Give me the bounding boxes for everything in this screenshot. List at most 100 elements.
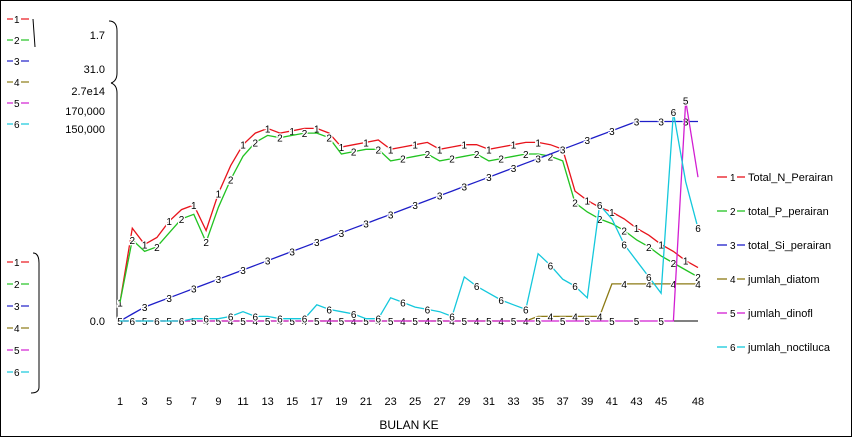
- key-marker-label: 5: [14, 346, 20, 357]
- data-point-marker: 6: [523, 305, 529, 316]
- data-point-marker: 1: [240, 141, 246, 152]
- data-point-marker: 5: [216, 317, 222, 328]
- data-point-marker: 5: [462, 317, 468, 328]
- data-point-marker: 6: [548, 261, 554, 272]
- data-point-marker: 6: [597, 201, 603, 212]
- x-tick-label: 41: [606, 396, 618, 408]
- data-point-marker: 2: [203, 238, 209, 249]
- data-point-marker: 2: [179, 215, 185, 226]
- data-point-marker: 4: [425, 317, 431, 328]
- x-tick-label: 23: [384, 396, 396, 408]
- data-point-marker: 2: [277, 134, 283, 145]
- data-point-marker: 4: [548, 312, 554, 323]
- data-point-marker: 5: [511, 317, 517, 328]
- data-point-marker: 4: [572, 312, 578, 323]
- data-point-marker: 6: [203, 315, 209, 326]
- data-point-marker: 6: [646, 273, 652, 284]
- data-point-marker: 1: [535, 138, 541, 149]
- data-point-marker: 3: [289, 247, 295, 258]
- data-point-marker: 5: [412, 317, 418, 328]
- x-tick-label: 27: [434, 396, 446, 408]
- legend-entry: total_P_perairan: [748, 206, 829, 218]
- data-point-marker: 1: [363, 138, 369, 149]
- x-tick-label: 7: [191, 396, 197, 408]
- x-tick-label: 35: [532, 396, 544, 408]
- series-line: [119, 120, 698, 322]
- data-point-marker: 3: [560, 145, 566, 156]
- data-point-marker: 1: [511, 141, 517, 152]
- data-point-marker: 1: [486, 145, 492, 156]
- data-point-marker: 1: [560, 145, 566, 156]
- x-tick-label: 17: [311, 396, 323, 408]
- data-point-marker: 1: [437, 145, 443, 156]
- data-point-marker: 2: [351, 148, 357, 159]
- data-point-marker: 2: [621, 227, 627, 238]
- legend-marker: 3: [730, 241, 736, 252]
- legend-entry: jumlah_diatom: [747, 274, 820, 286]
- data-point-marker: 2: [597, 215, 603, 226]
- data-point-marker: 3: [265, 257, 271, 268]
- x-tick-label: 5: [166, 396, 172, 408]
- data-point-marker: 1: [166, 217, 172, 228]
- data-point-marker: 4: [376, 317, 382, 328]
- data-point-marker: 1: [289, 127, 295, 138]
- data-point-marker: 6: [326, 305, 332, 316]
- data-point-marker: 3: [388, 210, 394, 221]
- x-tick-label: 13: [261, 396, 273, 408]
- key-marker-label: 2: [14, 36, 20, 47]
- data-point-marker: 6: [425, 305, 431, 316]
- data-point-marker: 4: [646, 280, 652, 291]
- data-point-marker: 6: [277, 315, 283, 326]
- data-point-marker: 2: [646, 243, 652, 254]
- data-point-marker: 6: [498, 296, 504, 307]
- x-tick-label: 19: [335, 396, 347, 408]
- x-axis-label: BULAN KE: [379, 418, 438, 432]
- data-point-marker: 3: [609, 127, 615, 138]
- series-line: [120, 112, 699, 322]
- axis-label-upper-5: 150,000: [65, 124, 105, 136]
- data-point-marker: 4: [277, 317, 283, 328]
- data-point-marker: 3: [117, 317, 123, 328]
- data-point-marker: 4: [228, 317, 234, 328]
- axis-label-upper-2: 31.0: [84, 64, 105, 76]
- data-point-marker: 4: [523, 317, 529, 328]
- chart: 1.7 31.0 2.7e14 170,000 150,000 0.0 1234…: [7, 15, 833, 432]
- data-point-marker: 2: [498, 155, 504, 166]
- data-point-marker: 4: [203, 317, 209, 328]
- x-tick-label: 25: [409, 396, 421, 408]
- x-tick-label: 45: [655, 396, 667, 408]
- data-point-marker: 3: [363, 220, 369, 231]
- data-point-marker: 6: [154, 317, 160, 328]
- series-line: [120, 100, 699, 322]
- data-point-marker: 5: [634, 317, 640, 328]
- legend: 1 Total_N_Perairan 2 total_P_perairan 3 total…: [717, 172, 833, 354]
- data-point-marker: 2: [572, 199, 578, 210]
- data-point-marker: 3: [511, 164, 517, 175]
- data-point-marker: 4: [130, 317, 136, 328]
- data-point-marker: 5: [535, 317, 541, 328]
- legend-marker: 2: [730, 207, 736, 218]
- data-point-marker: 5: [339, 317, 345, 328]
- data-point-marker: 2: [671, 259, 677, 270]
- x-tick-label: 39: [581, 396, 593, 408]
- key-marker-label: 1: [14, 15, 20, 26]
- data-point-marker: 4: [621, 280, 627, 291]
- data-point-marker: 3: [412, 201, 418, 212]
- data-point-marker: 3: [339, 229, 345, 240]
- data-point-marker: 4: [326, 317, 332, 328]
- data-point-marker: 2: [400, 155, 406, 166]
- series-total_Si_perairan: 3 3 3 3 3 3 3 3 3 3 3 3 3 3 3 3 3 3 3 3 3 3 3 3: [116, 116, 698, 329]
- data-point-marker: 1: [585, 196, 591, 207]
- x-tick-label: 3: [142, 396, 148, 408]
- left-axis-lower-brace: [30, 18, 40, 394]
- left-key-upper: 1 2 3 4 5 6: [7, 15, 29, 131]
- data-point-marker: 5: [437, 317, 443, 328]
- key-marker-label: 3: [14, 302, 20, 313]
- key-marker-label: 2: [14, 280, 20, 291]
- x-tick-label: 9: [215, 396, 221, 408]
- data-point-marker: 2: [326, 134, 332, 145]
- data-point-marker: 1: [117, 298, 123, 309]
- data-point-marker: 1: [265, 124, 271, 135]
- data-point-marker: 5: [486, 317, 492, 328]
